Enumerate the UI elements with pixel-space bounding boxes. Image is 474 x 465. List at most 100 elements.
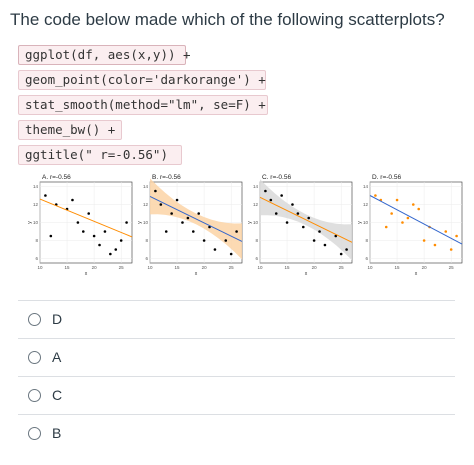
- data-point: [339, 252, 343, 256]
- scatterplot-d: D. r=-0.56 10 15 20 25 6 8 10 12 14 x y: [358, 170, 468, 280]
- data-point: [411, 203, 415, 206]
- answer-label: D: [52, 311, 63, 327]
- data-point: [87, 212, 91, 215]
- x-tick-label: 15: [285, 265, 291, 270]
- regression-line: [39, 198, 133, 238]
- x-tick-label: 15: [395, 265, 401, 270]
- radio-circle-icon[interactable]: [28, 388, 41, 402]
- x-tick-label: 25: [229, 265, 235, 270]
- answer-label: B: [52, 425, 62, 441]
- data-point: [98, 243, 101, 247]
- data-point: [312, 239, 316, 242]
- data-point: [229, 252, 233, 256]
- y-tick-label: 6: [255, 256, 258, 261]
- data-point: [159, 203, 163, 206]
- data-point: [307, 216, 311, 220]
- y-axis-label: y: [138, 221, 143, 224]
- data-point: [334, 234, 338, 238]
- radio-circle-icon[interactable]: [28, 312, 41, 326]
- y-tick-label: 10: [253, 220, 259, 225]
- y-tick-label: 8: [35, 238, 38, 243]
- answer-option-d[interactable]: D: [18, 300, 455, 337]
- data-point: [191, 230, 195, 233]
- data-point: [81, 230, 85, 233]
- data-point: [175, 198, 179, 202]
- data-point: [103, 230, 107, 233]
- chart-title: C. r=-0.56: [262, 174, 291, 181]
- code-line-ggplot: ggplot(df, aes(x,y)) +: [18, 45, 191, 65]
- x-tick-label: 25: [449, 265, 455, 270]
- y-tick-label: 12: [363, 202, 369, 207]
- data-point: [164, 230, 168, 233]
- data-point: [345, 248, 348, 251]
- data-point: [280, 194, 283, 197]
- x-tick-label: 10: [367, 265, 373, 270]
- data-point: [71, 198, 74, 202]
- data-point: [455, 234, 458, 238]
- data-point: [49, 234, 53, 238]
- scatterplot-a: A. r=-0.56 10 15 20 25 6 8 10 12 14 x y: [28, 170, 138, 280]
- y-tick-label: 14: [253, 184, 259, 189]
- radio-circle-icon[interactable]: [28, 426, 41, 440]
- data-point: [449, 248, 453, 251]
- x-tick-label: 25: [119, 265, 125, 270]
- x-tick-label: 15: [175, 265, 181, 270]
- y-tick-label: 12: [143, 202, 149, 207]
- code-line-geom-point: geom_point(color='darkorange') +: [18, 70, 266, 90]
- data-point: [433, 243, 437, 247]
- data-point: [406, 216, 410, 220]
- data-point: [301, 225, 305, 229]
- x-tick-label: 20: [422, 265, 428, 270]
- data-point: [323, 243, 327, 247]
- data-point: [374, 194, 377, 197]
- answer-label: C: [52, 387, 63, 403]
- data-point: [224, 239, 228, 242]
- data-point: [318, 230, 321, 233]
- data-point: [285, 221, 289, 224]
- y-tick-label: 14: [363, 184, 369, 189]
- code-line-stat-smooth: stat_smooth(method="lm", se=F) +: [18, 95, 268, 115]
- data-point: [197, 212, 201, 215]
- y-tick-label: 10: [143, 220, 149, 225]
- data-point: [170, 212, 173, 215]
- data-point: [264, 189, 267, 193]
- data-point: [291, 203, 294, 206]
- radio-circle-icon[interactable]: [28, 350, 41, 364]
- y-tick-label: 14: [33, 184, 39, 189]
- y-tick-label: 12: [253, 202, 259, 207]
- x-axis-label: x: [195, 271, 198, 277]
- data-point: [390, 212, 393, 215]
- answer-option-b[interactable]: B: [18, 414, 455, 451]
- x-tick-label: 20: [92, 265, 98, 270]
- data-point: [202, 239, 206, 242]
- y-tick-label: 6: [35, 256, 38, 261]
- data-point: [44, 194, 47, 197]
- answer-label: A: [52, 349, 62, 365]
- data-point: [92, 234, 96, 238]
- data-point: [384, 225, 388, 229]
- x-tick-label: 10: [257, 265, 263, 270]
- answer-option-c[interactable]: C: [18, 376, 455, 413]
- data-point: [76, 221, 80, 224]
- data-point: [417, 207, 421, 211]
- data-point: [109, 252, 112, 256]
- y-axis-label: y: [358, 221, 363, 224]
- data-point: [235, 230, 238, 233]
- code-line-theme-bw: theme_bw() +: [18, 120, 122, 140]
- x-tick-label: 15: [65, 265, 71, 270]
- x-tick-label: 20: [202, 265, 208, 270]
- data-point: [119, 239, 123, 242]
- chart-title: A. r=-0.56: [42, 174, 71, 181]
- data-point: [125, 221, 128, 224]
- y-tick-label: 8: [365, 238, 368, 243]
- x-axis-label: x: [85, 271, 88, 277]
- data-point: [296, 212, 300, 215]
- regression-line: [259, 196, 353, 243]
- x-tick-label: 20: [312, 265, 318, 270]
- data-point: [422, 239, 426, 242]
- y-tick-label: 10: [33, 220, 39, 225]
- data-point: [274, 212, 278, 215]
- answer-option-a[interactable]: A: [18, 338, 455, 375]
- data-point: [395, 198, 399, 202]
- y-tick-label: 12: [33, 202, 39, 207]
